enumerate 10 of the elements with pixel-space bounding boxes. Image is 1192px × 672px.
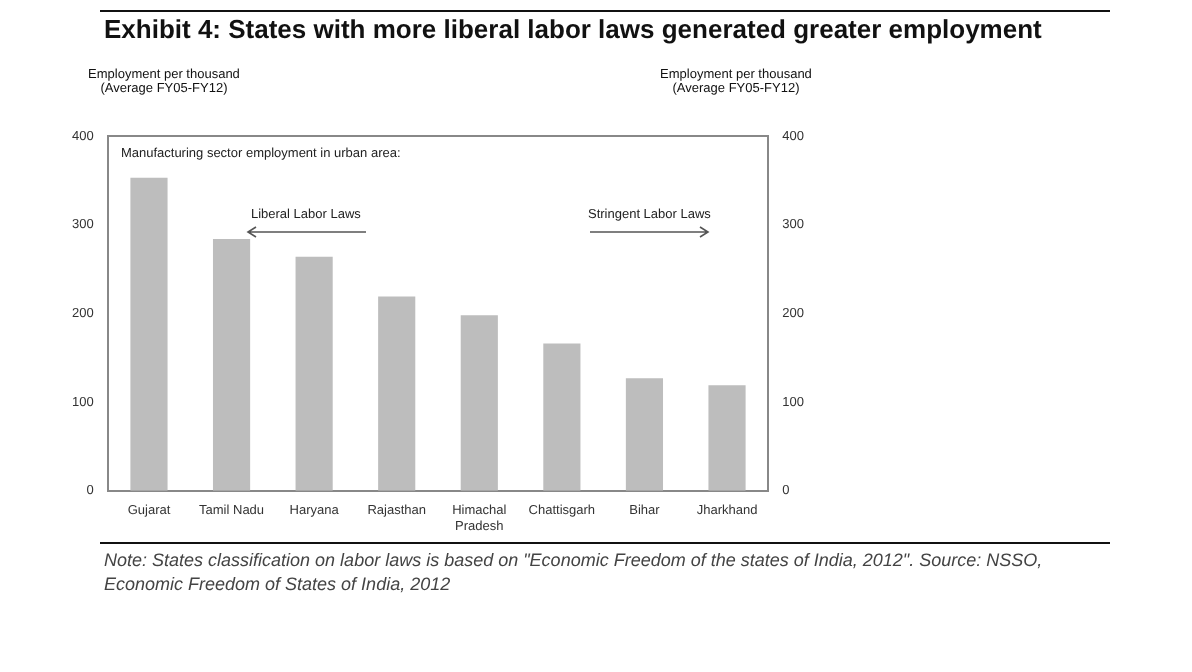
bar: [708, 385, 746, 491]
bar: [295, 256, 333, 491]
text: Note: States classification on labor laws is based on "Economic Freedom of the states of India, 2012". Source: NSSO, Economic Freedom of States of India, 2012: [104, 548, 1045, 596]
bar: [460, 315, 498, 491]
bar: [378, 296, 416, 491]
bar: [625, 378, 664, 491]
bar: [130, 177, 168, 491]
chart-title: Exhibit 4: States with more liberal labor laws generated greater employment: [104, 14, 1042, 44]
bar: [543, 343, 581, 491]
bar: [212, 238, 251, 491]
